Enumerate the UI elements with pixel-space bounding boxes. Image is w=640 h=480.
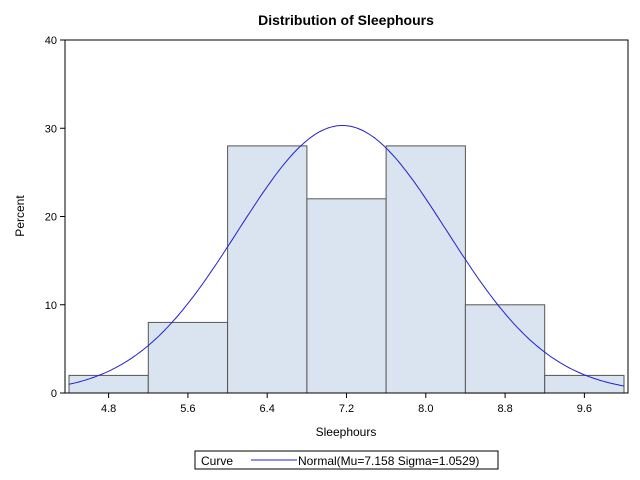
legend-box — [194, 450, 499, 470]
histogram-bar — [464, 304, 546, 394]
histogram-bar — [385, 145, 466, 394]
y-tick-label: 40 — [45, 35, 57, 47]
y-axis: 0 10 20 30 40 — [45, 35, 65, 400]
histogram-bar — [306, 198, 387, 394]
chart-title: Distribution of Sleephours — [258, 12, 434, 28]
x-tick-label: 6.4 — [260, 403, 275, 415]
y-tick-label: 0 — [51, 388, 57, 400]
x-axis-label: Sleephours — [316, 425, 377, 439]
x-axis: 4.8 5.6 6.4 7.2 8.0 8.8 9.6 — [101, 393, 592, 415]
y-tick-label: 30 — [45, 123, 57, 135]
x-tick-label: 4.8 — [101, 403, 116, 415]
normal-curve — [68, 125, 625, 387]
histogram-bar — [227, 145, 308, 394]
x-tick-label: 8.8 — [497, 403, 512, 415]
legend-title: Curve — [201, 454, 233, 468]
histogram-bar — [544, 374, 625, 394]
x-tick-label: 5.6 — [180, 403, 195, 415]
legend: Curve Normal(Mu=7.158 Sigma=1.0529) — [194, 450, 499, 470]
bars-group — [68, 145, 625, 394]
x-tick-label: 7.2 — [339, 403, 354, 415]
legend-entry: Normal(Mu=7.158 Sigma=1.0529) — [298, 454, 479, 468]
histogram-bar — [68, 374, 149, 394]
y-tick-label: 10 — [45, 300, 57, 312]
x-tick-label: 8.0 — [418, 403, 433, 415]
y-axis-label: Percent — [13, 195, 27, 237]
y-tick-label: 20 — [45, 212, 57, 224]
histogram-bar — [147, 321, 229, 394]
x-tick-label: 9.6 — [577, 403, 592, 415]
